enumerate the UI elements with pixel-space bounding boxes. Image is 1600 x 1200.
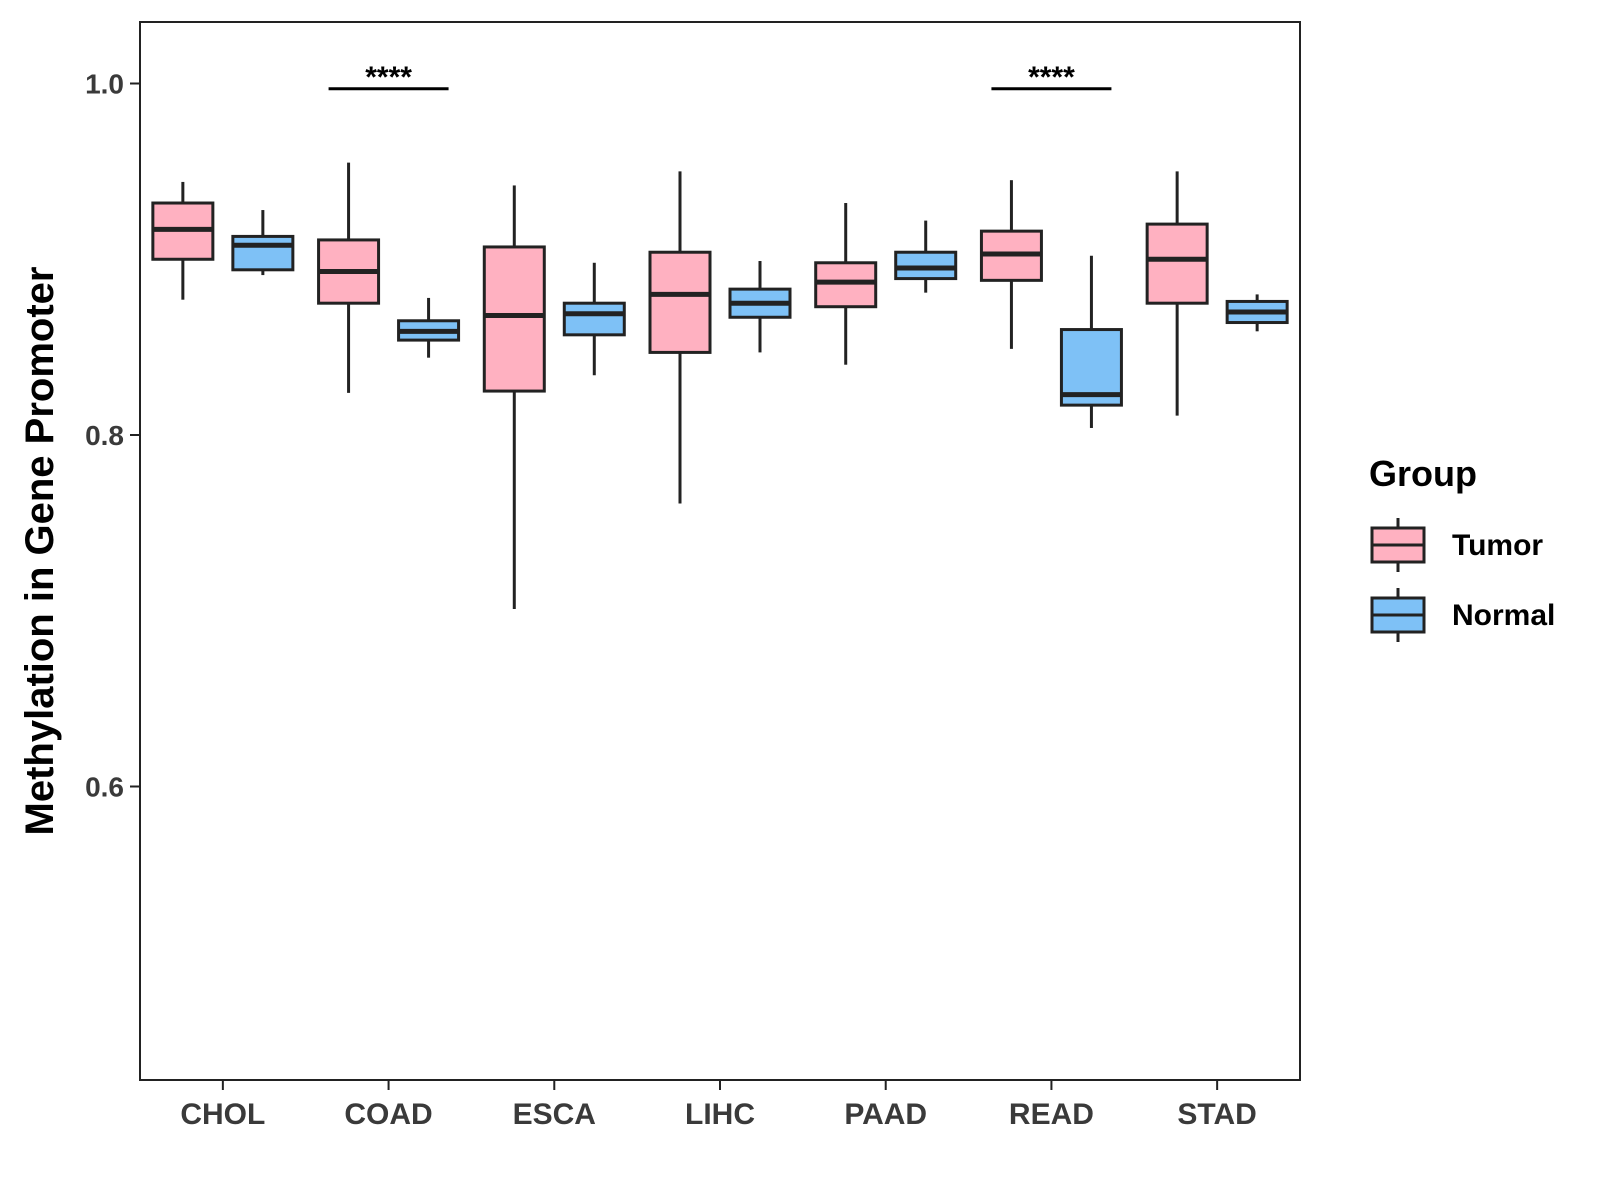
legend-items: Tumor Normal (1370, 518, 1555, 642)
box-normal-esca (562, 262, 626, 376)
x-axis: CHOL COAD ESCA LIHC PAAD READ STAD (180, 1080, 1257, 1131)
x-tick-label-lihc: LIHC (685, 1098, 755, 1131)
legend-label: Normal (1452, 599, 1555, 632)
box-tumor-chol (151, 181, 215, 300)
legend-label: Tumor (1452, 529, 1543, 562)
y-axis-title: Methylation in Gene Promoter (18, 267, 62, 836)
box-body (231, 234, 295, 272)
plot-panel (139, 21, 1301, 1081)
significance-coad: **** (328, 61, 449, 94)
significance-label: **** (365, 61, 412, 94)
x-tick-label-read: READ (1009, 1098, 1094, 1131)
x-tick-label-chol: CHOL (180, 1098, 265, 1131)
legend: Group Tumor Normal (1369, 453, 1555, 642)
box-normal-chol (231, 210, 295, 276)
box-tumor-coad (317, 162, 381, 393)
box-tumor-read (979, 180, 1043, 349)
box-normal-paad (894, 220, 958, 293)
x-tick-label-paad: PAAD (844, 1098, 927, 1131)
significance-annotations: **** **** (328, 61, 1112, 94)
box-tumor-lihc (648, 171, 712, 504)
box-normal-lihc (728, 261, 792, 353)
box-normal-coad (397, 297, 461, 358)
y-tick-label: 1.0 (85, 69, 124, 100)
box-tumor-paad (814, 203, 878, 365)
y-tick-label: 0.8 (85, 420, 124, 451)
x-tick-label-coad: COAD (344, 1098, 432, 1131)
legend-item-tumor: Tumor (1370, 518, 1543, 572)
box-body (648, 250, 712, 354)
significance-read: **** (991, 61, 1112, 94)
x-tick-label-esca: ESCA (513, 1098, 596, 1131)
box-body (482, 245, 546, 393)
box-tumor-stad (1145, 171, 1209, 416)
box-body (562, 301, 626, 337)
boxes-layer (151, 162, 1289, 609)
y-axis: 0.6 0.8 1.0 (85, 69, 140, 803)
box-normal-stad (1225, 294, 1289, 332)
box-body (894, 250, 958, 281)
box-tumor-esca (482, 185, 546, 609)
y-tick-label: 0.6 (85, 772, 124, 803)
box-body (814, 261, 878, 309)
box-normal-read (1059, 255, 1123, 428)
significance-label: **** (1028, 61, 1075, 94)
box-body (1145, 222, 1209, 305)
legend-title: Group (1369, 453, 1477, 494)
x-tick-label-stad: STAD (1177, 1098, 1256, 1131)
legend-item-normal: Normal (1370, 588, 1555, 642)
